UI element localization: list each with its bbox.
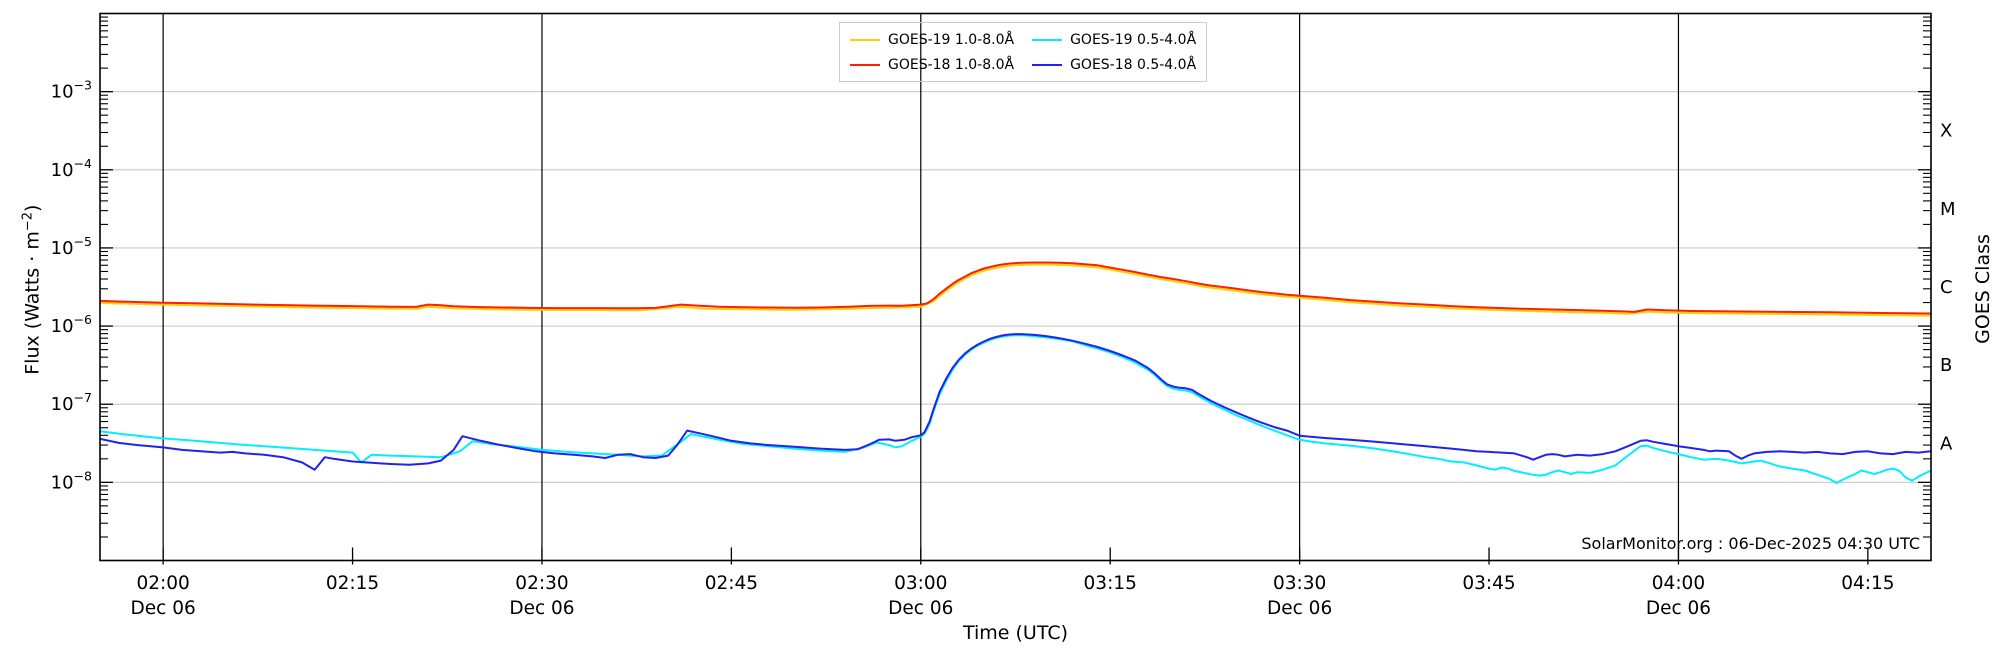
y-tick-label: 10−5 xyxy=(51,234,92,259)
x-tick-date-label: Dec 06 xyxy=(131,598,196,619)
x-tick-label: 03:15 xyxy=(1084,573,1137,594)
x-axis-title: Time (UTC) xyxy=(962,622,1069,644)
plot-frame xyxy=(99,12,1932,562)
y-tick-label: 10−4 xyxy=(51,156,92,181)
legend-entry: GOES-18 1.0-8.0Å xyxy=(850,53,1014,76)
y-axis-title: Flux (Watts · m−2) xyxy=(20,140,43,440)
y-tick-label: 10−8 xyxy=(51,468,92,493)
x-tick-date-label: Dec 06 xyxy=(888,598,953,619)
x-tick-label: 03:30 xyxy=(1273,573,1326,594)
y-axis-title-exponent: −2 xyxy=(20,211,36,232)
goes-class-label: C xyxy=(1940,277,1953,298)
x-tick-label: 02:00 xyxy=(136,573,189,594)
x-tick-label: 02:15 xyxy=(326,573,379,594)
legend-entry: GOES-18 0.5-4.0Å xyxy=(1032,53,1196,76)
legend-line-sample xyxy=(850,63,880,66)
y-axis-title-prefix: Flux (Watts · m xyxy=(21,231,44,375)
y-tick-label: 10−6 xyxy=(51,312,92,337)
x-tick-label: 02:30 xyxy=(515,573,568,594)
y-tick-label: 10−7 xyxy=(51,390,92,415)
legend-entry-label: GOES-19 1.0-8.0Å xyxy=(888,31,1015,48)
x-tick-date-label: Dec 06 xyxy=(509,598,574,619)
legend-entry-label: GOES-18 1.0-8.0Å xyxy=(888,56,1015,73)
series-GOES-18 0.5-4.0Å xyxy=(100,333,1931,471)
legend-entry-label: GOES-18 0.5-4.0Å xyxy=(1070,56,1197,73)
x-tick-label: 03:00 xyxy=(894,573,947,594)
goes-class-label: M xyxy=(1940,199,1956,220)
goes-class-label: X xyxy=(1940,121,1952,142)
x-tick-label: 02:45 xyxy=(705,573,758,594)
legend: GOES-19 1.0-8.0Å GOES-19 0.5-4.0Å GOES-18 … xyxy=(839,22,1208,82)
x-tick-date-label: Dec 06 xyxy=(1267,598,1332,619)
legend-entry-label: GOES-19 0.5-4.0Å xyxy=(1070,31,1197,48)
y-tick-label: 10−3 xyxy=(51,78,92,103)
legend-line-sample xyxy=(850,38,880,41)
legend-line-sample xyxy=(1032,63,1063,66)
goes-class-label: B xyxy=(1940,355,1952,376)
y-axis-title-suffix: ) xyxy=(21,204,44,212)
x-tick-date-label: Dec 06 xyxy=(1646,598,1711,619)
curves-group xyxy=(100,261,1931,484)
watermark-credit: SolarMonitor.org : 06-Dec-2025 04:30 UTC xyxy=(1581,534,1920,553)
legend-entry: GOES-19 1.0-8.0Å xyxy=(850,28,1014,51)
legend-line-sample xyxy=(1032,38,1063,41)
right-axis-title: GOES Class xyxy=(1972,234,1994,344)
series-GOES-19 0.5-4.0Å xyxy=(100,334,1931,484)
x-tick-label: 04:00 xyxy=(1652,573,1705,594)
x-tick-label: 03:45 xyxy=(1462,573,1515,594)
goes-class-label: A xyxy=(1940,433,1953,454)
x-tick-label: 04:15 xyxy=(1841,573,1894,594)
series-GOES-18 1.0-8.0Å xyxy=(100,261,1931,315)
series-GOES-19 1.0-8.0Å xyxy=(100,263,1931,317)
legend-entry: GOES-19 0.5-4.0Å xyxy=(1032,28,1196,51)
